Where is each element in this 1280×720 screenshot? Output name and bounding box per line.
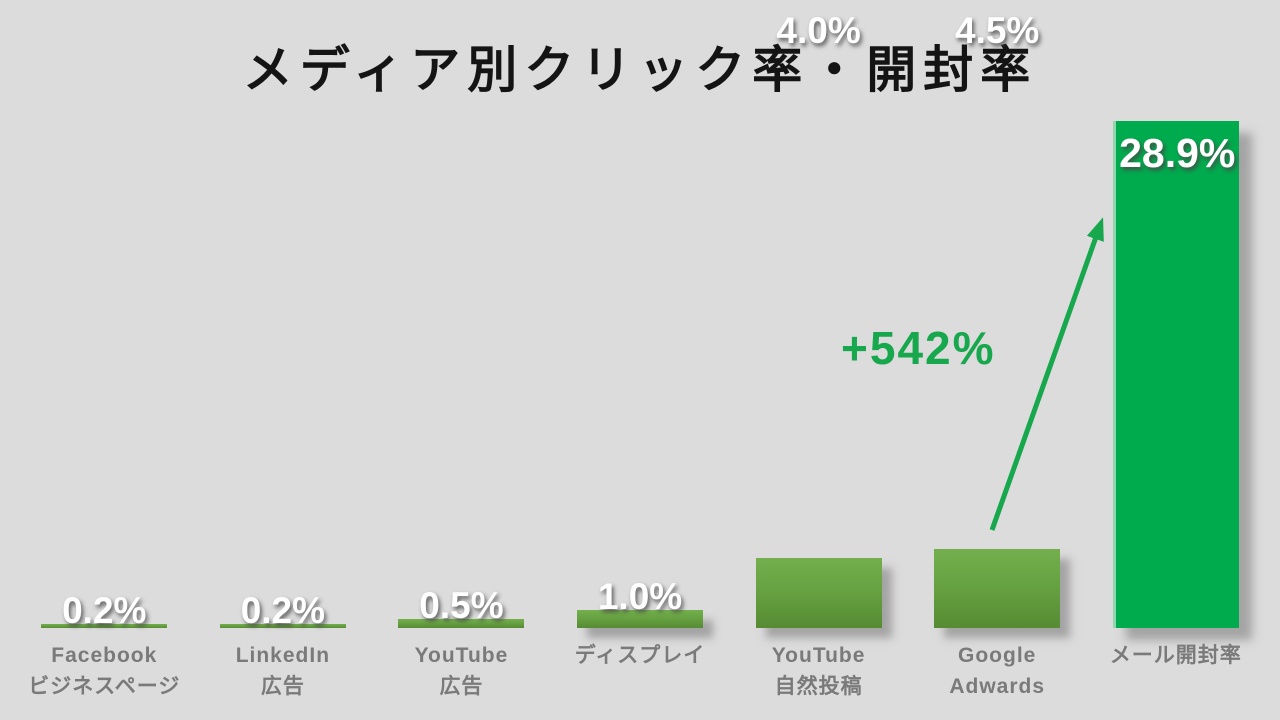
category-label: Google Adwards [949, 644, 1046, 698]
bar-chart: 0.2% Facebook ビジネスページ 0.2% LinkedIn 広告 0.5% You… [15, 0, 1265, 698]
bar-column: 0.2% LinkedIn 広告 [194, 0, 373, 698]
bar-column: 4.5% Google Adwards [908, 0, 1087, 698]
bar [577, 610, 704, 628]
bar-column: 0.2% Facebook ビジネスページ [15, 0, 194, 698]
bar [41, 624, 168, 628]
bar [219, 624, 346, 628]
growth-annotation: +542% [841, 322, 996, 374]
bar-value-label: 1.0% [597, 576, 683, 617]
category-label: LinkedIn 広告 [235, 644, 331, 698]
bar: 28.9% [1112, 121, 1239, 628]
bar-value-label: 4.5% [955, 10, 1040, 51]
bar-value-label: 0.2% [62, 590, 147, 631]
category-label: YouTube 広告 [414, 644, 509, 698]
bar-column: 1.0% ディスプレイ [551, 0, 730, 667]
bar: 4.5% [934, 12, 1061, 628]
bar-value-label: 4.0% [776, 10, 861, 51]
bar-value-label: 0.5% [419, 585, 504, 626]
category-label: YouTube 自然投稿 [771, 644, 866, 698]
category-label: Facebook ビジネスページ [28, 644, 181, 698]
category-label: ディスプレイ [574, 644, 706, 667]
bar-value-label: 28.9% [1119, 130, 1236, 176]
bar-value-label: 0.2% [240, 590, 326, 631]
bar-column: 28.9% メール開封率 [1086, 0, 1265, 667]
bar-column: 0.5% YouTube 広告 [372, 0, 551, 698]
chart-title: メディア別クリック率・開封率 [242, 42, 1038, 98]
bar [398, 619, 525, 628]
category-label: メール開封率 [1109, 644, 1242, 667]
bar: 4.0% [755, 12, 882, 628]
bar-column: 4.0% YouTube 自然投稿 [729, 0, 908, 698]
